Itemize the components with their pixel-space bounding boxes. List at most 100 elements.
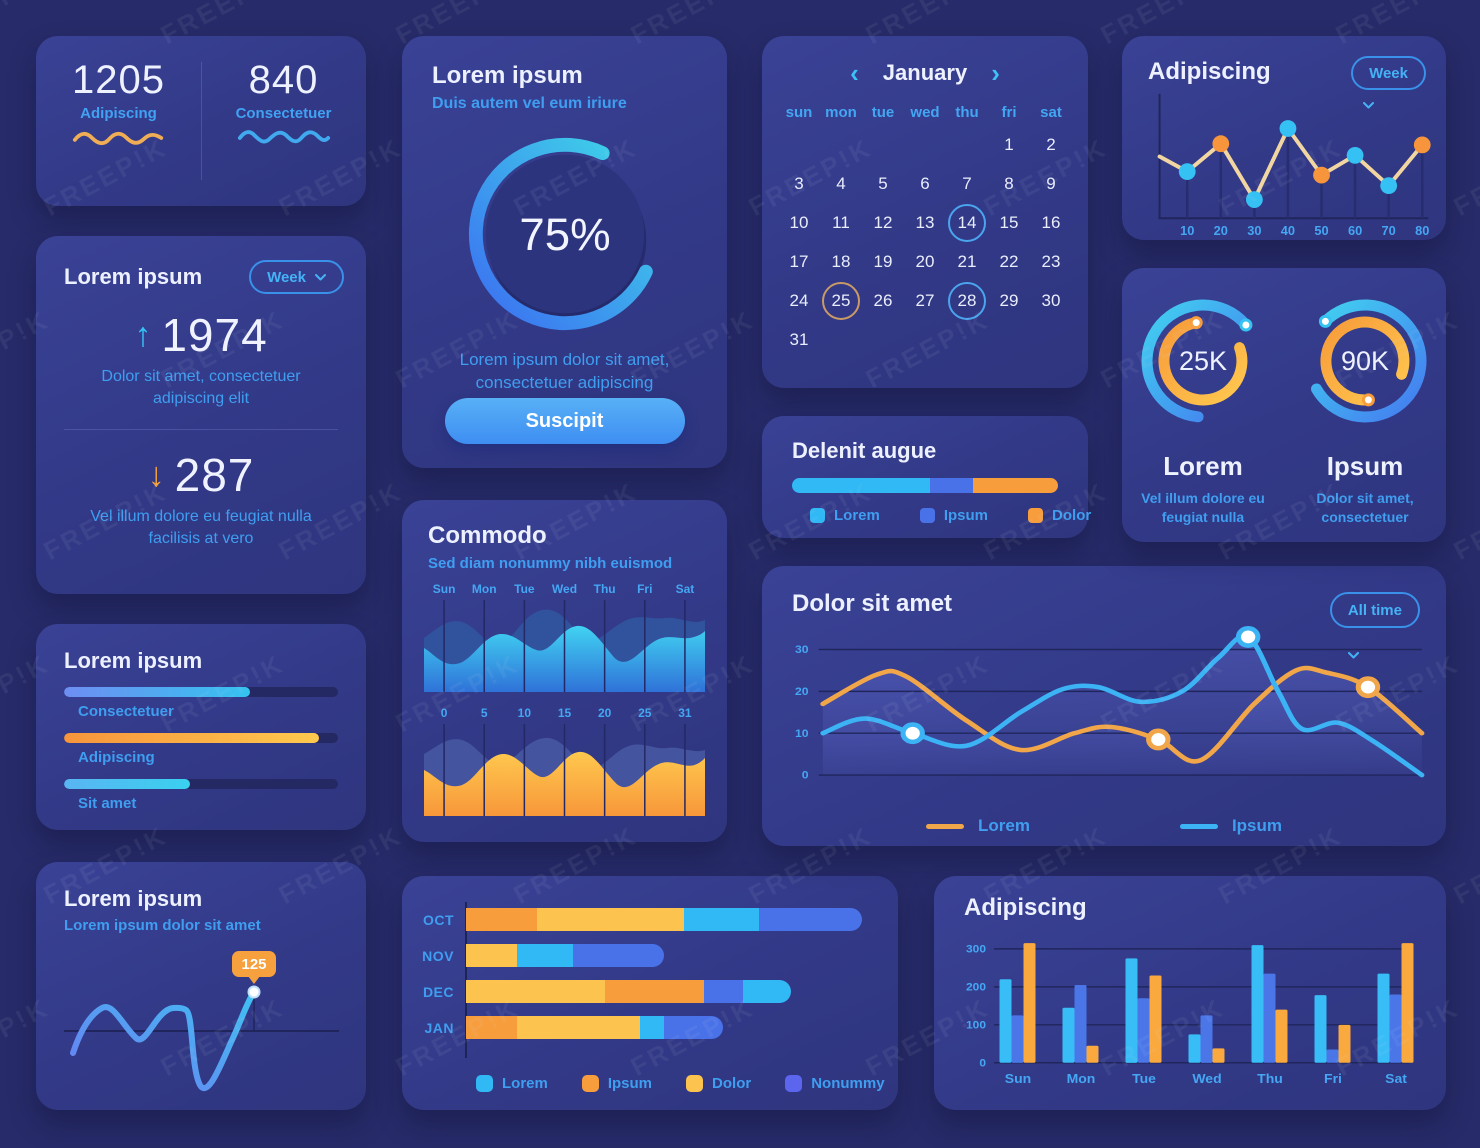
calendar-cell[interactable]: 27 — [904, 281, 946, 320]
calendar-day[interactable]: 8 — [1004, 173, 1014, 193]
calendar-day[interactable]: 7 — [962, 173, 972, 193]
legend-item: Lorem — [476, 1075, 548, 1092]
calendar-cell[interactable]: 12 — [862, 203, 904, 242]
progress-label: Adipiscing — [78, 749, 155, 766]
calendar-cell[interactable]: 28 — [946, 281, 988, 320]
calendar-day[interactable]: 31 — [789, 329, 809, 349]
calendar-day[interactable]: 18 — [831, 251, 851, 271]
calendar-day[interactable]: 20 — [915, 251, 935, 271]
gauge-desc: Lorem ipsum dolor sit amet, consectetuer… — [459, 350, 670, 392]
calendar-cell[interactable]: 2 — [1030, 125, 1072, 164]
progress-track — [64, 687, 338, 697]
progress-list: Consectetuer Adipiscing Sit amet — [36, 687, 366, 812]
day-name: sat — [1040, 104, 1062, 121]
calendar-day[interactable]: 3 — [794, 173, 804, 193]
calendar-day[interactable]: 9 — [1046, 173, 1056, 193]
axis-label: 0 — [440, 706, 448, 720]
calendar-cell[interactable]: 19 — [862, 242, 904, 281]
calendar-day[interactable]: 1 — [1004, 134, 1014, 154]
svg-text:300: 300 — [966, 944, 986, 956]
calendar-day[interactable]: 29 — [999, 290, 1019, 310]
legend-item: Lorem — [810, 507, 880, 524]
calendar-day[interactable]: 6 — [920, 173, 930, 193]
prev-month-icon[interactable]: ‹ — [850, 58, 859, 88]
calendar-day[interactable]: 14 — [948, 203, 986, 242]
legend-label: Ipsum — [607, 1075, 653, 1092]
calendar-day[interactable]: 28 — [948, 281, 986, 320]
calendar-cell — [862, 320, 904, 359]
calendar-day[interactable]: 11 — [832, 212, 850, 232]
calendar-day[interactable]: 17 — [789, 251, 809, 271]
bar-segment — [517, 944, 573, 967]
calendar-day[interactable]: 16 — [1041, 212, 1061, 232]
bar-segment — [572, 944, 664, 967]
svg-text:70: 70 — [1382, 223, 1396, 238]
calendar-cell[interactable]: 22 — [988, 242, 1030, 281]
point-line-chart: 10 20 30 40 50 60 70 80 — [1157, 93, 1431, 238]
axis-label: 10 — [517, 706, 532, 720]
calendar-day[interactable]: 30 — [1041, 290, 1061, 310]
calendar-day[interactable]: 15 — [999, 212, 1019, 232]
calendar-cell[interactable]: 18 — [820, 242, 862, 281]
gauge-right: 90K Ipsum Dolor sit amet, consectetuer — [1284, 268, 1446, 542]
calendar-cell[interactable]: 26 — [862, 281, 904, 320]
calendar-day[interactable]: 13 — [915, 212, 935, 232]
calendar-cell[interactable]: 16 — [1030, 203, 1072, 242]
calendar-cell[interactable]: 17 — [778, 242, 820, 281]
bar-segment — [683, 908, 760, 931]
svg-text:30: 30 — [795, 645, 809, 656]
stacked-bar-row: OCT — [402, 908, 898, 931]
calendar-day[interactable]: 2 — [1046, 134, 1056, 154]
calendar-day[interactable]: 27 — [915, 290, 935, 310]
calendar-cell[interactable]: 21 — [946, 242, 988, 281]
calendar-cell[interactable]: 25 — [820, 281, 862, 320]
dual-line-chart: 30 20 10 0 — [795, 626, 1425, 782]
svg-text:10: 10 — [795, 728, 809, 739]
svg-text:0: 0 — [979, 1058, 986, 1070]
alltime-dropdown[interactable]: All time — [1329, 592, 1420, 659]
calendar-cell[interactable]: 5 — [862, 164, 904, 203]
calendar-cell[interactable]: 24 — [778, 281, 820, 320]
calendar-day[interactable]: 24 — [789, 290, 809, 310]
week-dropdown[interactable]: Week — [249, 260, 344, 294]
calendar-cell[interactable]: 1 — [988, 125, 1030, 164]
calendar-cell[interactable]: 23 — [1030, 242, 1072, 281]
stat-left: 1205 Adipiscing — [36, 36, 201, 206]
calendar-cell[interactable]: 10 — [778, 203, 820, 242]
legend-label: Nonummy — [811, 1075, 885, 1092]
calendar-cell[interactable]: 3 — [778, 164, 820, 203]
calendar-day[interactable]: 22 — [999, 251, 1019, 271]
calendar-cell[interactable]: 8 — [988, 164, 1030, 203]
calendar-day[interactable]: 19 — [873, 251, 893, 271]
axis-label: Fri — [637, 582, 653, 596]
calendar-cell[interactable]: 29 — [988, 281, 1030, 320]
calendar-cell[interactable]: 20 — [904, 242, 946, 281]
gauge-desc: Vel illum dolore eu feugiat nulla — [1141, 490, 1265, 525]
calendar-cell[interactable]: 7 — [946, 164, 988, 203]
calendar-cell[interactable]: 15 — [988, 203, 1030, 242]
calendar-day[interactable]: 21 — [957, 251, 977, 271]
calendar-cell — [904, 320, 946, 359]
calendar-cell[interactable]: 6 — [904, 164, 946, 203]
calendar-day[interactable]: 12 — [873, 212, 893, 232]
calendar-cell[interactable]: 4 — [820, 164, 862, 203]
suscipit-button[interactable]: Suscipit — [444, 398, 685, 444]
calendar-day[interactable]: 10 — [789, 212, 809, 232]
calendar-cell[interactable]: 30 — [1030, 281, 1072, 320]
calendar-cell[interactable]: 31 — [778, 320, 820, 359]
calendar-cell[interactable]: 14 — [946, 203, 988, 242]
calendar-day[interactable]: 23 — [1041, 251, 1061, 271]
legend-swatch — [785, 1075, 803, 1092]
legend-item: Ipsum — [1179, 816, 1282, 836]
calendar-day[interactable]: 26 — [873, 290, 893, 310]
calendar-cell[interactable]: 13 — [904, 203, 946, 242]
calendar-cell[interactable]: 9 — [1030, 164, 1072, 203]
spline-path — [70, 989, 257, 1092]
legend-swatch — [810, 508, 825, 523]
week-dropdown[interactable]: Week — [1351, 56, 1426, 109]
next-month-icon[interactable]: › — [991, 58, 1000, 88]
calendar-day[interactable]: 5 — [878, 173, 888, 193]
calendar-day[interactable]: 4 — [836, 173, 846, 193]
calendar-day[interactable]: 25 — [822, 281, 860, 320]
calendar-cell[interactable]: 11 — [820, 203, 862, 242]
